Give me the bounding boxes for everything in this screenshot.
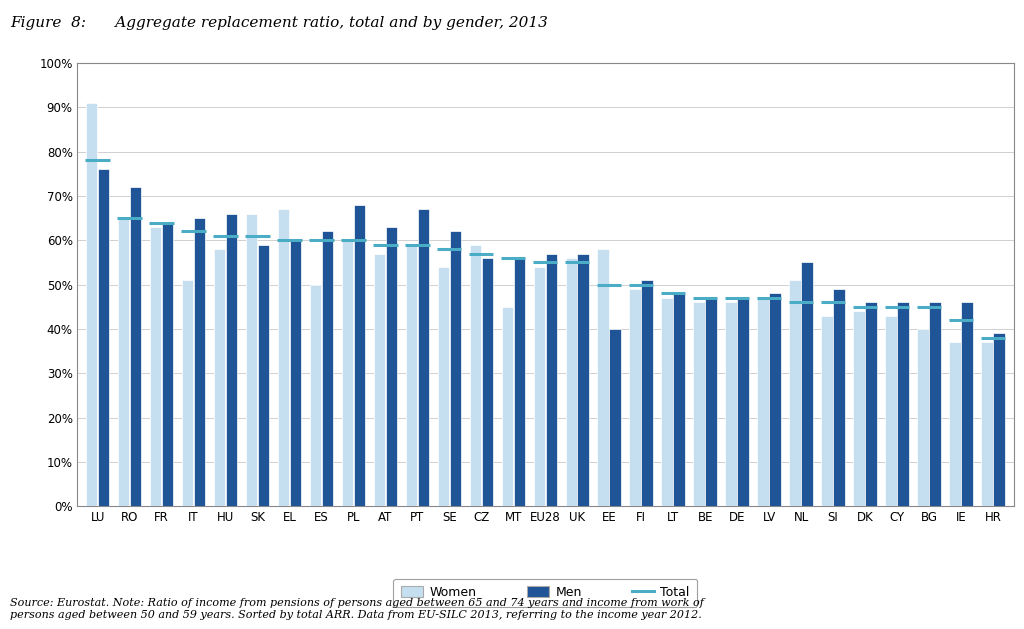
Bar — [706, 298, 717, 506]
Bar — [309, 284, 322, 506]
Bar — [418, 209, 429, 506]
Bar — [662, 298, 673, 506]
Bar — [150, 227, 162, 506]
Bar — [225, 214, 238, 506]
Bar — [246, 214, 257, 506]
Bar — [118, 218, 129, 506]
Bar — [993, 333, 1005, 506]
Bar — [725, 303, 737, 506]
Bar — [194, 218, 205, 506]
Bar — [758, 298, 769, 506]
Bar — [214, 249, 225, 506]
Bar — [897, 303, 908, 506]
Bar — [737, 298, 749, 506]
Bar — [481, 258, 494, 506]
Text: Figure  8:      Aggregate replacement ratio, total and by gender, 2013: Figure 8: Aggregate replacement ratio, t… — [10, 16, 548, 30]
Bar — [981, 342, 992, 506]
Bar — [130, 187, 141, 506]
Bar — [565, 258, 577, 506]
Bar — [821, 316, 833, 506]
Bar — [86, 103, 97, 506]
Bar — [353, 205, 366, 506]
Bar — [182, 280, 194, 506]
Bar — [790, 280, 801, 506]
Bar — [597, 249, 609, 506]
Bar — [853, 311, 865, 506]
Bar — [630, 289, 641, 506]
Bar — [546, 253, 557, 506]
Bar — [278, 209, 289, 506]
Bar — [929, 303, 941, 506]
Bar — [578, 253, 589, 506]
Bar — [322, 231, 333, 506]
Bar — [534, 267, 545, 506]
Bar — [641, 280, 653, 506]
Bar — [609, 329, 621, 506]
Bar — [918, 329, 929, 506]
Bar — [437, 267, 450, 506]
Bar — [98, 169, 110, 506]
Bar — [374, 253, 385, 506]
Bar — [886, 316, 897, 506]
Bar — [290, 240, 301, 506]
Bar — [386, 227, 397, 506]
Bar — [962, 303, 973, 506]
Bar — [865, 303, 877, 506]
Bar — [949, 342, 961, 506]
Bar — [342, 240, 353, 506]
Bar — [502, 307, 513, 506]
Bar — [406, 245, 417, 506]
Text: Source: Eurostat. Note: Ratio of income from pensions of persons aged between 65: Source: Eurostat. Note: Ratio of income … — [10, 598, 705, 620]
Bar — [674, 294, 685, 506]
Bar — [162, 223, 173, 506]
Bar — [514, 258, 525, 506]
Bar — [693, 303, 705, 506]
Bar — [450, 231, 461, 506]
Bar — [769, 294, 781, 506]
Bar — [470, 245, 481, 506]
Bar — [258, 245, 269, 506]
Bar — [834, 289, 845, 506]
Bar — [802, 262, 813, 506]
Legend: Women, Men, Total: Women, Men, Total — [393, 579, 697, 606]
